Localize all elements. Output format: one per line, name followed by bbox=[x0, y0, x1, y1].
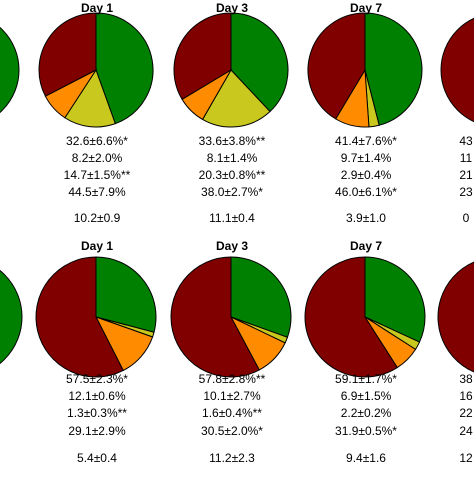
pie-bottom-row-left-edge: %*%% bbox=[0, 269, 23, 365]
pie-footer-value: 5.4±0.4 bbox=[77, 451, 117, 465]
pie-stat-label: 38 bbox=[459, 372, 473, 386]
pie-stat-label: 38.0±2.7%* bbox=[201, 185, 263, 199]
pie-stat-label: 32.6±6.6%* bbox=[66, 134, 128, 148]
pie-slice-green bbox=[230, 256, 292, 338]
pie-stat-label: 2.2±0.2% bbox=[341, 406, 392, 420]
pie-stat-label: 59.1±1.7%* bbox=[335, 372, 397, 386]
pie-top-row-right-edge: 43 11 21 23 0 bbox=[440, 17, 474, 225]
pie-stat-label: 46.0±6.1%* bbox=[335, 185, 397, 199]
pie-slice-dark_red bbox=[304, 256, 398, 378]
pie-bottom-row-right-edge: 38 16 22 24 12 bbox=[437, 261, 474, 465]
pie-stat-label: 14.7±1.5%** bbox=[64, 168, 131, 182]
pie-stat-label: 21 bbox=[459, 168, 473, 182]
pie-footer-value: 10.2±0.9 bbox=[74, 211, 121, 225]
pie-stat-label: 22 bbox=[459, 406, 473, 420]
pie-footer-value: 12 bbox=[459, 451, 473, 465]
pie-stat-label: 31.9±0.5%* bbox=[335, 424, 397, 438]
pie-stat-label: 43 bbox=[459, 134, 473, 148]
pie-footer-value: 9.4±1.6 bbox=[346, 451, 386, 465]
pie-stat-label: 12.1±0.6% bbox=[68, 389, 126, 403]
pie-stat-label: 9.7±1.4% bbox=[341, 151, 392, 165]
pie-title: Day 3 bbox=[216, 1, 248, 15]
pie-slice-dark_red bbox=[307, 12, 366, 120]
pie-title: Day 7 bbox=[350, 239, 382, 253]
pie-stat-label: 33.6±3.8%** bbox=[199, 134, 266, 148]
pie-slice-green bbox=[95, 256, 157, 333]
pie-bottom-row-col-3: Day 3 57.8±2.8%** 10.1±2.7% 1.6±0.4%** 30.5±… bbox=[170, 239, 292, 465]
pie-footer-value: 11.2±2.3 bbox=[209, 451, 255, 465]
pie-slice-yellow_green bbox=[201, 69, 271, 128]
pie-top-row-col-4: Day 7 41.4±7.6%* 9.7±1.4% 2.9±0.4% 46.0±6.1%… bbox=[307, 1, 423, 225]
pie-slice-dark_red bbox=[38, 12, 97, 97]
pie-slice-green bbox=[230, 12, 289, 113]
pie-stat-label: 30.5±2.0%* bbox=[201, 424, 263, 438]
pie-stat-label: 29.1±2.9% bbox=[68, 424, 126, 438]
pie-slice-dark_red bbox=[35, 256, 124, 378]
pie-title: Day 3 bbox=[216, 239, 248, 253]
pie-stat-label: 11 bbox=[460, 151, 473, 165]
pie-footer-value: 3.9±1.0 bbox=[346, 211, 386, 225]
pie-stat-label: 44.5±7.9% bbox=[68, 185, 126, 199]
pie-slice-dark_red bbox=[170, 256, 260, 378]
pie-title: Day 7 bbox=[350, 1, 382, 15]
pie-stat-label: 2.9±0.4% bbox=[341, 168, 392, 182]
pie-stat-label: 10.1±2.7% bbox=[203, 389, 261, 403]
pie-footer-value: 0 bbox=[463, 211, 470, 225]
pie-stat-label: 20.3±0.8%** bbox=[199, 168, 266, 182]
pie-slice-yellow_green bbox=[64, 68, 116, 128]
pie-slice-green bbox=[0, 26, 20, 114]
pie-slice-green bbox=[364, 12, 423, 126]
pie-top-row-col-3: Day 3 33.6±3.8%** 8.1±1.4% 20.3±0.8%** 38.0±… bbox=[173, 1, 289, 225]
pie-bottom-row-col-4: Day 7 59.1±1.7%* 6.9±1.5% 2.2±0.2% 31.9±0.5%… bbox=[304, 239, 426, 465]
pie-stat-label: 6.9±1.5% bbox=[341, 389, 392, 403]
pie-stat-label: 1.3±0.3%** bbox=[67, 406, 127, 420]
pie-stat-label: 23 bbox=[459, 185, 473, 199]
pie-stat-label: 57.8±2.8%** bbox=[199, 372, 266, 386]
pie-stat-label: 16 bbox=[459, 389, 473, 403]
pie-slice-dark_red bbox=[437, 261, 474, 373]
pie-slice-dark_red bbox=[440, 17, 474, 123]
pie-top-row-left-edge: %*%% bbox=[0, 26, 20, 114]
pie-footer-value: 11.1±0.4 bbox=[209, 211, 255, 225]
pie-bottom-row-col-2: Day 1 57.5±2.3%* 12.1±0.6% 1.3±0.3%** 29.1±2… bbox=[35, 239, 157, 465]
pie-top-row-col-2: Day 1 32.6±6.6%* 8.2±2.0% 14.7±1.5%** 44.5±7… bbox=[38, 1, 154, 225]
pie-slice-green bbox=[0, 269, 23, 365]
pie-stat-label: 41.4±7.6%* bbox=[335, 134, 397, 148]
pie-slice-green bbox=[95, 12, 154, 125]
pie-title: Day 1 bbox=[81, 239, 113, 253]
pie-stat-label: 8.2±2.0% bbox=[72, 151, 123, 165]
pie-stat-label: 8.1±1.4% bbox=[207, 151, 258, 165]
pie-slice-dark_red bbox=[173, 12, 232, 101]
pie-stat-label: 57.5±2.3%* bbox=[66, 372, 128, 386]
pie-stat-label: 1.6±0.4%** bbox=[202, 406, 262, 420]
pie-title: Day 1 bbox=[81, 1, 113, 15]
pie-stat-label: 24 bbox=[459, 424, 473, 438]
pie-slice-green bbox=[364, 256, 426, 343]
